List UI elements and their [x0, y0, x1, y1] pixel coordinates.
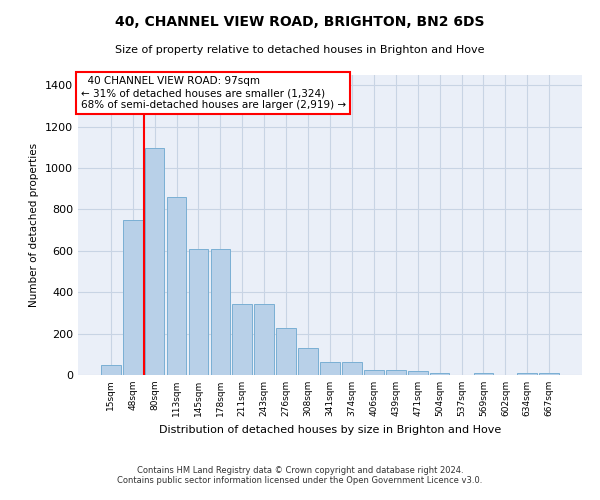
Text: 40, CHANNEL VIEW ROAD, BRIGHTON, BN2 6DS: 40, CHANNEL VIEW ROAD, BRIGHTON, BN2 6DS	[115, 15, 485, 29]
Bar	[386, 370, 406, 375]
Text: Contains HM Land Registry data © Crown copyright and database right 2024.
Contai: Contains HM Land Registry data © Crown c…	[118, 466, 482, 485]
Y-axis label: Number of detached properties: Number of detached properties	[29, 143, 40, 307]
Bar	[101, 365, 121, 375]
Bar	[188, 249, 208, 375]
Bar	[232, 304, 252, 375]
Bar	[145, 148, 164, 375]
Text: Size of property relative to detached houses in Brighton and Hove: Size of property relative to detached ho…	[115, 45, 485, 55]
Bar	[123, 220, 143, 375]
Bar	[276, 328, 296, 375]
Text: 40 CHANNEL VIEW ROAD: 97sqm
← 31% of detached houses are smaller (1,324)
68% of : 40 CHANNEL VIEW ROAD: 97sqm ← 31% of det…	[80, 76, 346, 110]
X-axis label: Distribution of detached houses by size in Brighton and Hove: Distribution of detached houses by size …	[159, 424, 501, 434]
Bar	[473, 373, 493, 375]
Bar	[211, 249, 230, 375]
Bar	[254, 304, 274, 375]
Bar	[364, 370, 384, 375]
Bar	[408, 371, 428, 375]
Bar	[539, 373, 559, 375]
Bar	[430, 373, 449, 375]
Bar	[517, 373, 537, 375]
Bar	[320, 362, 340, 375]
Bar	[167, 197, 187, 375]
Bar	[342, 362, 362, 375]
Bar	[298, 348, 318, 375]
